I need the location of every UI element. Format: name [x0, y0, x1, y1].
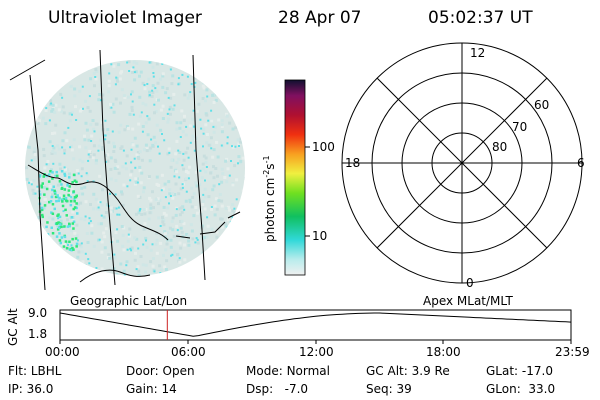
lat-label-60: 60 — [534, 98, 550, 112]
altitude-ytick-9: 9.0 — [28, 306, 48, 320]
lat-label-70: 70 — [512, 120, 528, 134]
image-time: 05:02:37 UT — [428, 8, 533, 28]
altitude-ytick-1-8: 1.8 — [28, 327, 48, 341]
info-seq: Seq: 39 — [366, 382, 412, 396]
altitude-plot-frame — [59, 309, 572, 341]
polar-plot — [341, 42, 583, 284]
info-gcalt: GC Alt: 3.9 Re — [366, 364, 450, 378]
altitude-plot — [59, 309, 572, 344]
colorbar-gradient — [284, 79, 306, 276]
altitude-xtick-2359: 23:59 — [555, 345, 590, 359]
info-dsp: Dsp: -7.0 — [246, 382, 309, 396]
lat-label-80: 80 — [492, 140, 508, 154]
altitude-x-tick-marks — [59, 340, 572, 344]
colorbar — [284, 79, 310, 276]
mlt-label-0: 0 — [466, 276, 474, 290]
info-glon: GLon: 33.0 — [486, 382, 556, 396]
colorbar-unit-label: photon cm-2s-1 — [262, 155, 277, 242]
info-gain: Gain: 14 — [126, 382, 177, 396]
mlt-label-12: 12 — [470, 46, 486, 60]
uv-image-disk — [9, 49, 245, 291]
colorbar-tick-100: 100 — [312, 140, 335, 154]
altitude-xtick-1200: 12:00 — [299, 345, 334, 359]
mlt-label-18: 18 — [345, 156, 361, 170]
info-flt: Flt: LBHL — [8, 364, 62, 378]
info-door: Door: Open — [126, 364, 195, 378]
image-date: 28 Apr 07 — [278, 8, 362, 28]
altitude-curve — [59, 312, 572, 337]
geographic-caption: Geographic Lat/Lon — [70, 294, 188, 308]
apex-caption: Apex MLat/MLT — [423, 294, 513, 308]
colorbar-tick-10: 10 — [312, 229, 328, 243]
info-mode: Mode: Normal — [246, 364, 330, 378]
altitude-xtick-0600: 06:00 — [171, 345, 206, 359]
app-title: Ultraviolet Imager — [48, 8, 202, 28]
altitude-ylabel: GC Alt — [6, 308, 20, 346]
info-ip: IP: 36.0 — [8, 382, 54, 396]
info-glat: GLat: -17.0 — [486, 364, 553, 378]
mlt-label-6: 6 — [577, 156, 585, 170]
altitude-xtick-1800: 18:00 — [426, 345, 461, 359]
altitude-xtick-0000: 00:00 — [45, 345, 80, 359]
polar-diagonal-2 — [376, 77, 548, 249]
geographic-grid-lines — [9, 49, 241, 291]
